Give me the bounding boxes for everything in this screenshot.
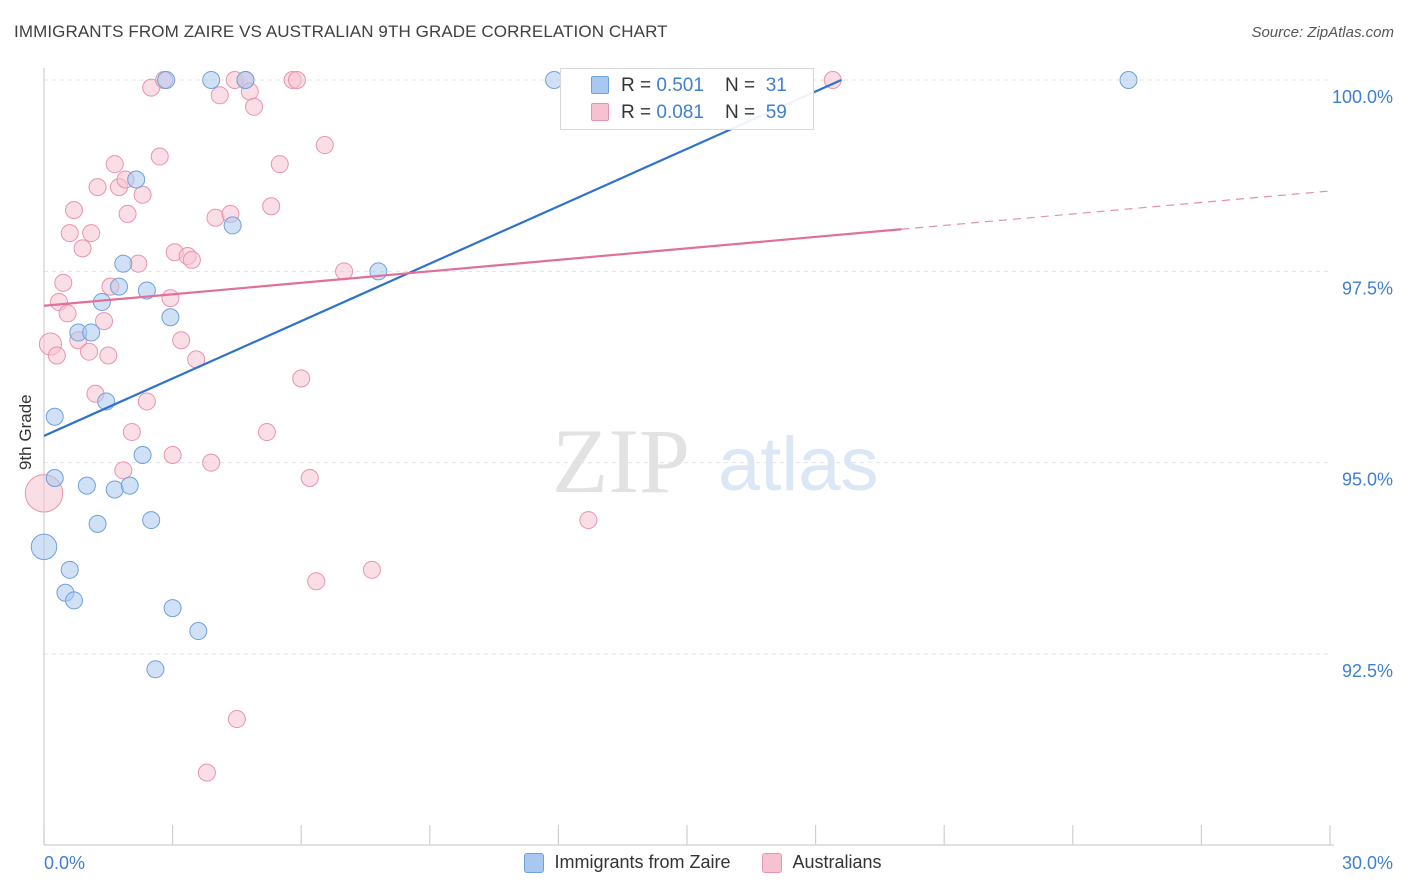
point-zaire [30,533,58,561]
point-australians [362,560,381,579]
point-australians [129,254,148,273]
point-australians [137,392,156,411]
stats-swatch-australians [591,103,609,121]
point-zaire [146,660,165,679]
point-zaire [127,170,146,189]
tick-labels: 92.5% 95.0% 97.5% 100.0% 0.0% 30.0% [44,87,1393,873]
point-australians [133,185,152,204]
point-australians [227,710,246,729]
point-australians [257,423,276,442]
trend-extension-australians [901,190,1331,230]
point-australians [150,147,169,166]
point-zaire [45,468,64,487]
point-zaire [189,622,208,641]
point-zaire [1119,71,1138,89]
trend-line-australians [43,228,902,307]
chart-title: IMMIGRANTS FROM ZAIRE VS AUSTRALIAN 9TH … [14,22,668,41]
point-zaire [202,71,221,89]
axes [43,68,1334,846]
point-australians [105,155,124,174]
point-australians [197,763,216,782]
point-zaire [65,591,84,610]
legend-item-zaire[interactable]: Immigrants from Zaire [524,852,730,873]
point-zaire [105,480,124,499]
y-tick-label: 92.5% [1342,661,1393,681]
point-australians [292,369,311,388]
point-australians [202,453,221,472]
point-australians [307,572,326,591]
point-zaire [120,476,139,495]
watermark: ZIP atlas [552,410,879,512]
point-australians [54,273,73,292]
point-australians [95,312,114,331]
point-zaire [161,308,180,327]
legend-label-australians: Australians [792,852,882,872]
series-legend: Immigrants from Zaire Australians [0,852,1406,873]
watermark-zip: ZIP [552,410,690,512]
point-zaire [110,277,129,296]
source-label: Source: ZipAtlas.com [1251,24,1394,41]
point-australians [579,511,598,530]
point-zaire [82,323,101,342]
point-australians [65,201,84,220]
point-australians [245,97,264,116]
point-zaire [142,511,161,530]
y-tick-label: 95.0% [1342,470,1393,490]
legend-item-australians[interactable]: Australians [762,852,882,873]
trend-line-zaire [43,78,842,437]
point-australians [287,71,306,89]
y-tick-label: 97.5% [1342,278,1393,298]
point-australians [270,155,289,174]
x-tick-label-min: 0.0% [44,853,85,873]
point-australians [335,262,354,281]
x-tick-label-max: 30.0% [1342,853,1393,873]
point-australians [161,289,180,308]
point-australians [80,342,99,361]
point-australians [210,86,229,105]
trend-lines [43,78,1331,437]
watermark-atlas: atlas [718,422,879,507]
point-australians [73,239,92,258]
point-australians [82,224,101,243]
point-zaire [163,599,182,618]
point-zaire [45,407,64,426]
point-australians [163,446,182,465]
point-australians [122,423,141,442]
stats-row-zaire: R = 0.501 N = 31 [621,75,787,96]
legend-label-zaire: Immigrants from Zaire [554,852,731,872]
point-zaire [77,476,96,495]
point-australians [300,468,319,487]
gridlines [44,79,1330,655]
point-australians [99,346,118,365]
point-zaire [236,71,255,89]
point-zaire [60,560,79,579]
legend-swatch-zaire [524,852,545,873]
point-australians [58,304,77,323]
stats-legend: R = 0.501 N = 31 R = 0.081 N = 59 [560,68,814,130]
stats-swatch-zaire [591,76,609,94]
point-australians [172,331,191,350]
point-australians [206,208,225,227]
y-tick-label: 100.0% [1332,87,1393,107]
point-zaire [114,254,133,273]
y-axis-label: 9th Grade [16,394,35,470]
point-australians [47,346,66,365]
point-zaire [88,514,107,533]
point-zaire [223,216,242,235]
stats-row-australians: R = 0.081 N = 59 [621,102,787,123]
legend-swatch-australians [762,852,783,873]
point-australians [114,461,133,480]
point-zaire [157,71,176,89]
point-australians [262,197,281,216]
point-australians [88,178,107,197]
point-zaire [133,446,152,465]
point-australians [315,136,334,155]
point-zaire [137,281,156,300]
point-australians [118,204,137,223]
point-australians [60,224,79,243]
point-australians [182,250,201,269]
